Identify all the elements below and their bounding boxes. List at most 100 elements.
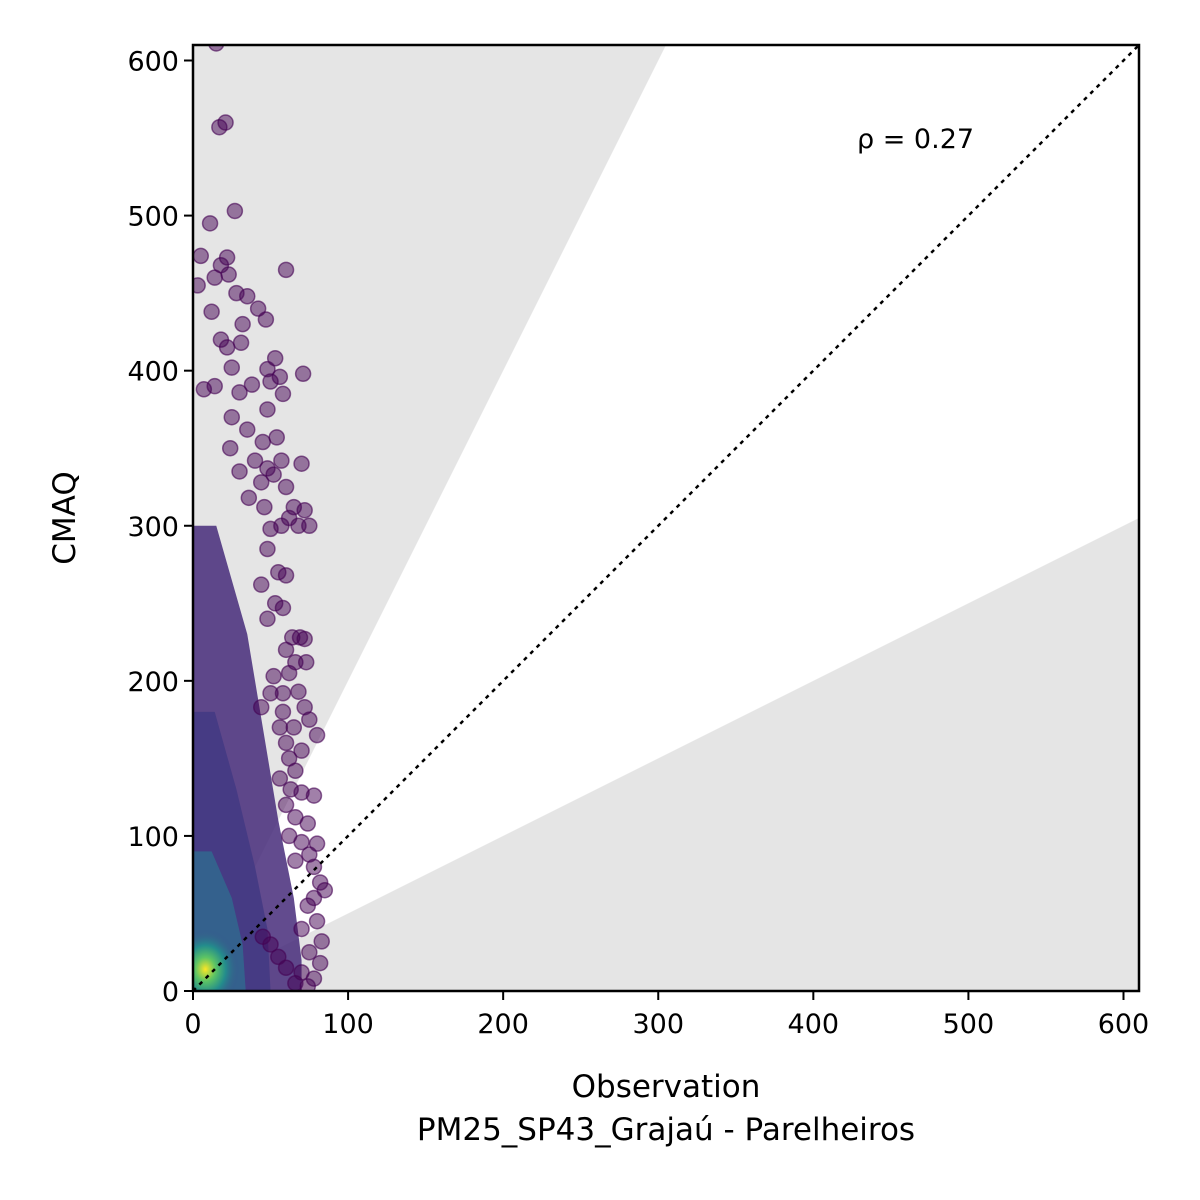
data-point — [218, 249, 236, 266]
data-point — [266, 350, 284, 367]
data-point — [293, 455, 310, 472]
x-tick-label: 200 — [477, 1009, 529, 1040]
data-point — [301, 711, 318, 728]
data-point — [294, 365, 312, 383]
data-point — [243, 376, 261, 393]
data-point — [203, 303, 220, 320]
y-tick-label: 400 — [127, 357, 179, 388]
data-point — [206, 269, 223, 286]
data-point — [299, 978, 317, 991]
data-point — [305, 787, 323, 804]
data-point — [277, 734, 295, 752]
data-point — [206, 377, 223, 395]
x-tick-label: 400 — [788, 1009, 840, 1040]
y-tick-label: 100 — [127, 822, 179, 853]
data-point — [221, 439, 239, 457]
data-point — [274, 703, 292, 721]
data-point — [223, 408, 241, 426]
data-point — [240, 489, 258, 507]
data-point — [259, 610, 276, 628]
data-point — [256, 498, 273, 516]
data-point — [305, 858, 323, 876]
data-point — [299, 815, 317, 832]
data-point — [257, 311, 275, 328]
data-point — [246, 452, 264, 469]
x-axis-title: Observation — [572, 1069, 761, 1105]
y-axis-title: CMAQ — [47, 471, 83, 564]
x-axis-ticks: 0 100 200 300 400 500 600 — [184, 991, 1149, 1040]
x-tick-label: 300 — [632, 1009, 684, 1040]
density-peak — [193, 929, 240, 991]
data-point — [287, 852, 304, 869]
data-point — [277, 796, 295, 814]
y-tick-label: 500 — [127, 202, 179, 233]
data-point — [290, 517, 307, 535]
data-point — [262, 684, 279, 702]
data-point — [299, 897, 317, 914]
data-point — [301, 943, 318, 961]
data-point — [259, 540, 276, 558]
data-point — [274, 385, 292, 403]
data-point — [231, 463, 248, 480]
data-point — [234, 315, 251, 333]
data-point — [308, 912, 326, 930]
data-point — [254, 928, 272, 945]
data-point — [293, 742, 310, 759]
data-point — [252, 698, 270, 716]
data-point — [296, 630, 313, 648]
data-point — [290, 683, 307, 700]
data-point — [217, 114, 234, 131]
data-point — [226, 202, 244, 220]
data-point — [296, 501, 313, 519]
one-to-one-line — [193, 45, 1139, 991]
data-point — [265, 466, 282, 483]
y-tick-label: 200 — [127, 667, 179, 698]
data-point — [252, 474, 270, 491]
x-tick-label: 500 — [943, 1009, 995, 1040]
data-point — [208, 45, 225, 52]
data-point — [270, 948, 287, 966]
data-point — [265, 667, 282, 685]
data-point — [297, 653, 315, 671]
data-point — [277, 261, 295, 279]
y-tick-label: 0 — [162, 977, 179, 1008]
data-point — [277, 641, 295, 659]
data-point — [274, 599, 292, 617]
x-tick-label: 0 — [184, 1009, 201, 1040]
y-axis-ticks: 0 100 200 300 400 500 600 — [127, 47, 193, 1008]
data-point — [273, 452, 290, 469]
data-point — [193, 277, 206, 294]
data-point — [239, 421, 256, 438]
data-point — [254, 433, 272, 451]
data-point — [293, 920, 310, 938]
correlation-annotation: ρ = 0.27 — [857, 124, 974, 155]
data-point — [311, 954, 329, 972]
x-tick-label: 100 — [322, 1009, 374, 1040]
data-point — [287, 762, 304, 780]
y-tick-label: 600 — [127, 47, 179, 78]
data-point — [231, 384, 248, 401]
data-point — [262, 373, 279, 390]
shaded-region-lower — [193, 518, 1139, 991]
data-point — [193, 247, 210, 265]
data-point — [271, 770, 289, 787]
data-point — [239, 287, 256, 305]
shaded-region-upper — [193, 45, 666, 991]
scatter-points — [193, 45, 334, 991]
data-point — [220, 266, 237, 283]
data-point — [277, 567, 295, 584]
data-point — [268, 429, 285, 446]
y-tick-label: 300 — [127, 512, 179, 543]
density-cloud — [193, 525, 302, 991]
plot-area — [193, 45, 1139, 991]
data-point — [259, 401, 276, 418]
data-point — [308, 726, 326, 744]
data-point — [218, 339, 236, 356]
x-axis-subtitle: PM25_SP43_Grajaú - Parelheiros — [417, 1112, 915, 1148]
data-point — [313, 933, 330, 950]
data-point — [252, 576, 270, 593]
data-point — [232, 334, 250, 352]
data-point — [280, 664, 298, 682]
data-point — [277, 478, 295, 496]
